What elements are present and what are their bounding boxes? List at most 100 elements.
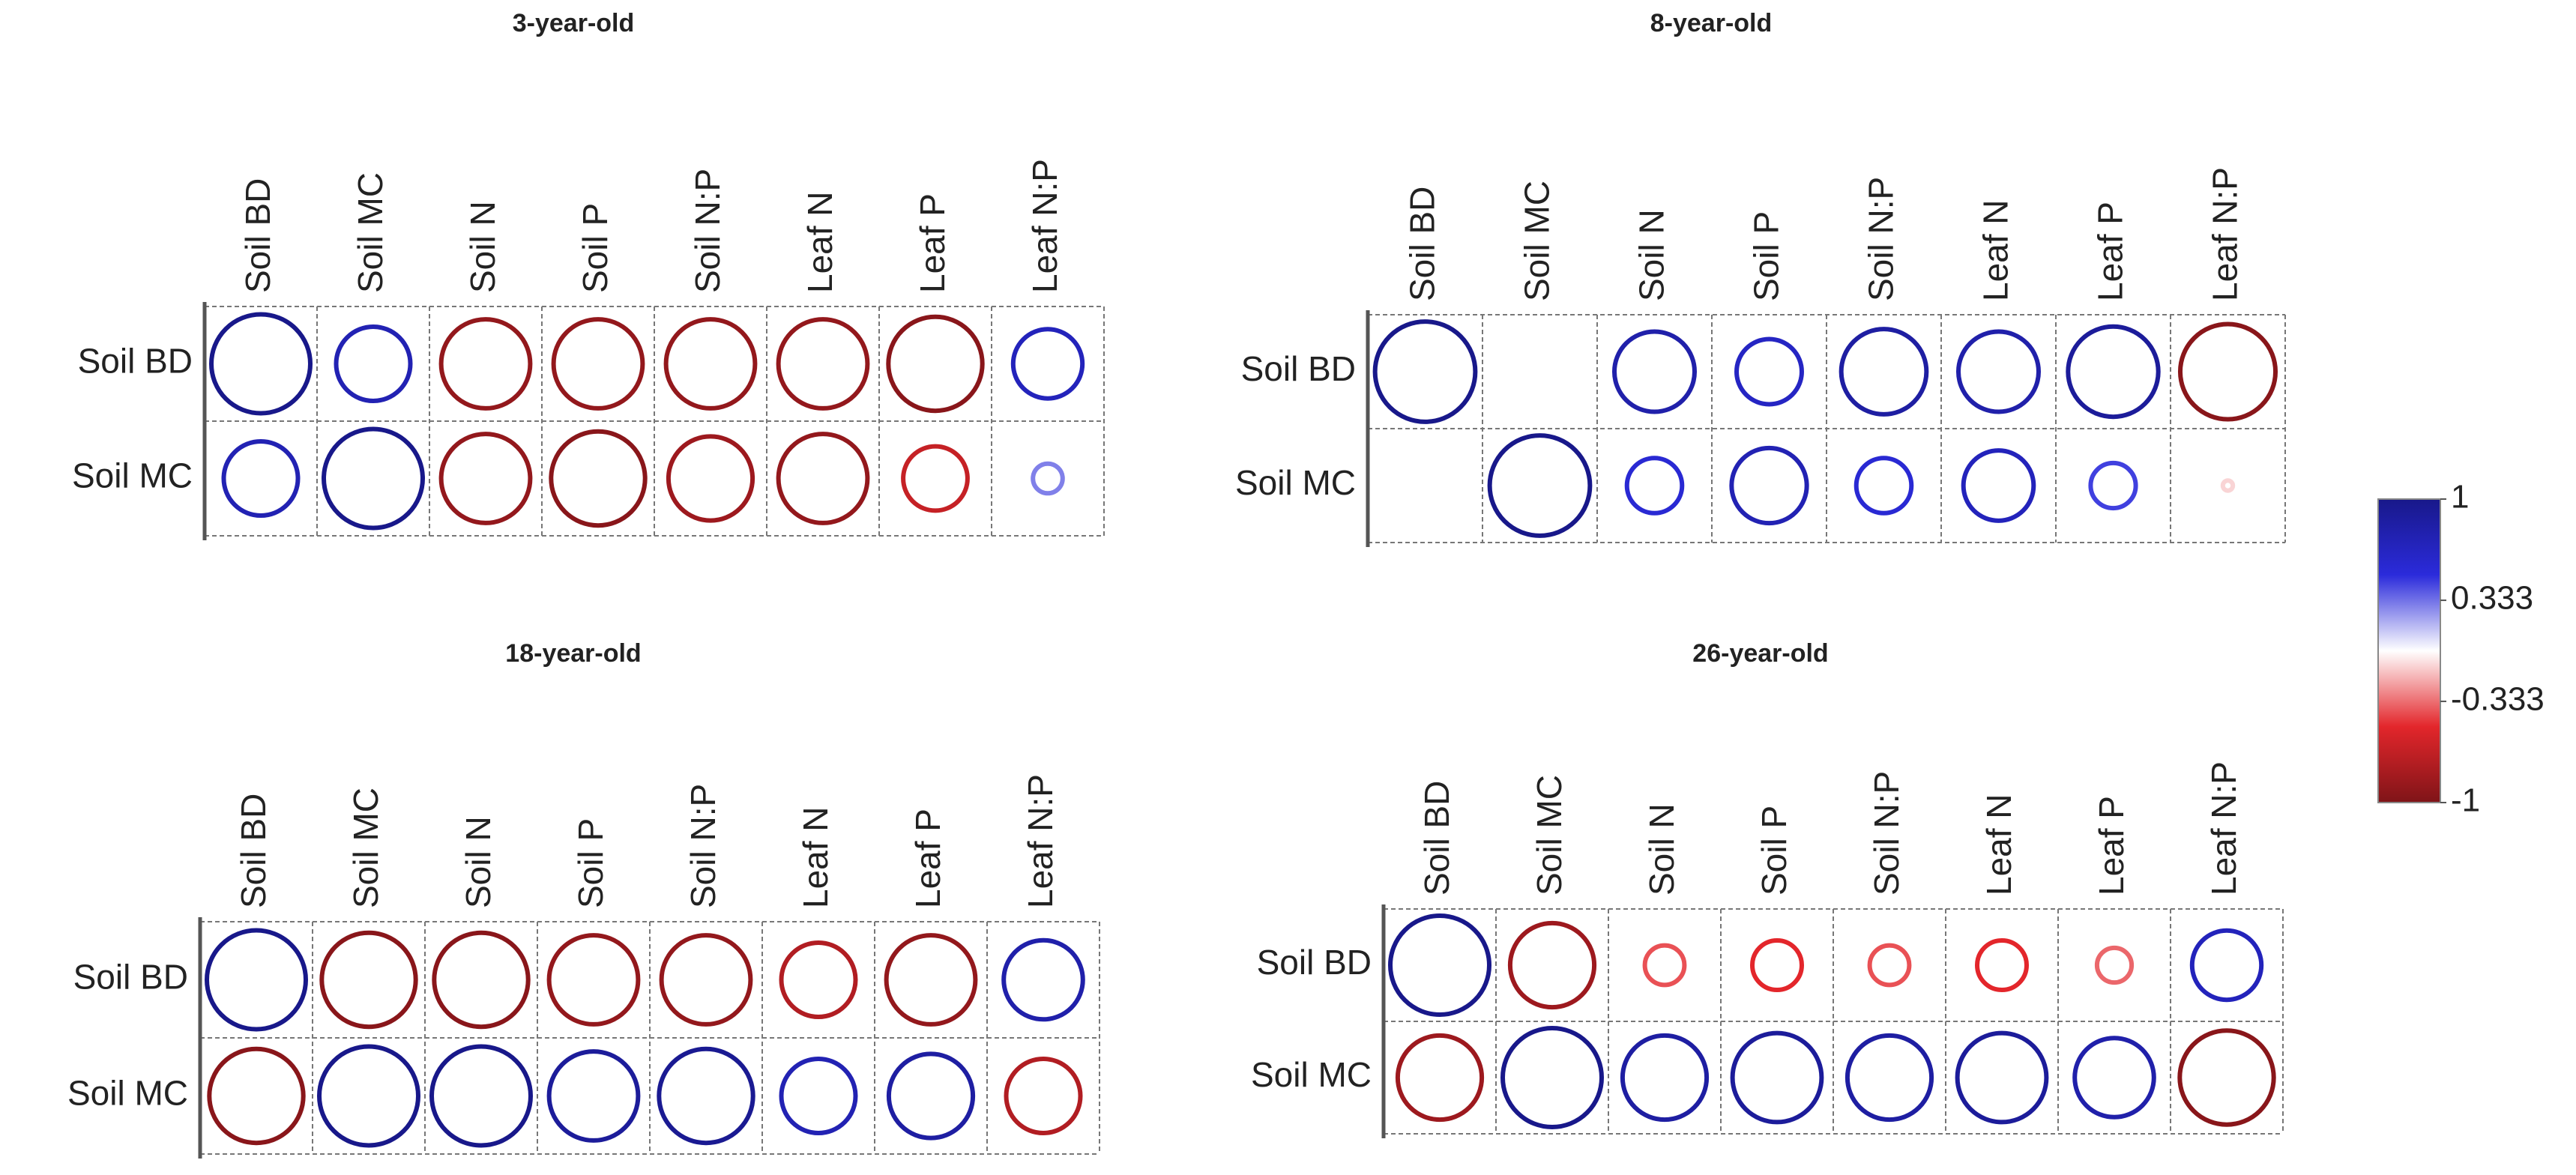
corr-circle: [776, 317, 870, 411]
corr-circle: [2088, 460, 2138, 511]
corr-circle: [1004, 1057, 1083, 1135]
corr-circle: [317, 1044, 420, 1148]
corr-circle: [1975, 938, 2029, 992]
corr-circle: [2072, 1036, 2156, 1120]
corr-circle: [1853, 456, 1914, 516]
panel-title: 18-year-old: [505, 639, 641, 668]
corr-circle: [1500, 1026, 1604, 1129]
corr-circle: [221, 439, 301, 518]
column-label: Soil P: [1747, 211, 1786, 301]
column-label: Soil P: [571, 818, 610, 908]
panel-title: 26-year-old: [1692, 639, 1828, 668]
row-label: Soil MC: [1251, 1055, 1372, 1094]
column-label: Leaf N: [1979, 794, 2018, 895]
corr-circle: [901, 444, 970, 513]
corr-circle: [1642, 943, 1687, 988]
corr-circle: [546, 1049, 641, 1143]
corr-circle: [884, 933, 978, 1027]
corr-circle: [1734, 336, 1804, 407]
column-label: Leaf N: [1976, 199, 2015, 301]
corr-circle: [1031, 461, 1065, 496]
corr-circle: [2177, 1028, 2276, 1127]
corr-circle: [1955, 1030, 2049, 1125]
corr-circle: [546, 933, 641, 1027]
corr-circle: [886, 314, 985, 414]
column-label: Soil MC: [1518, 181, 1557, 301]
corr-circle: [1001, 937, 1085, 1022]
corr-circle: [1730, 1030, 1824, 1125]
corr-circle: [2066, 324, 2161, 420]
corr-circle: [549, 429, 648, 528]
corr-circle: [1010, 327, 1085, 401]
column-label: Leaf N:P: [2204, 761, 2243, 895]
corr-circle: [886, 1051, 976, 1141]
column-label: Soil N:P: [684, 784, 723, 908]
column-label: Leaf N:P: [1025, 159, 1064, 293]
corr-circle: [207, 1046, 306, 1146]
corr-circle: [1611, 329, 1698, 414]
column-label: Leaf N:P: [1021, 774, 1060, 908]
corr-circle: [1620, 1033, 1710, 1123]
corr-circle: [1624, 456, 1685, 516]
corr-circle: [2220, 478, 2236, 493]
corr-circle: [1388, 913, 1491, 1017]
corr-circle: [1961, 448, 2036, 523]
column-label: Soil BD: [1417, 781, 1456, 895]
row-label: Soil BD: [78, 342, 193, 381]
column-label: Soil N:P: [1867, 771, 1906, 895]
corr-circle: [2189, 928, 2264, 1003]
column-label: Leaf N: [800, 191, 839, 293]
column-label: Soil BD: [238, 178, 277, 293]
column-label: Soil MC: [1530, 775, 1569, 895]
corr-circle: [319, 930, 418, 1030]
corr-circle: [322, 426, 425, 531]
column-label: Leaf N: [796, 806, 835, 908]
column-label: Soil MC: [346, 788, 385, 908]
corr-circle: [429, 1044, 533, 1148]
colorbar-tick-label: -0.333: [2451, 681, 2545, 718]
column-label: Leaf P: [913, 193, 952, 293]
row-label: Soil MC: [67, 1074, 188, 1113]
corr-circle: [1487, 433, 1593, 538]
corr-circle: [2094, 945, 2135, 985]
corr-circle: [776, 432, 870, 525]
colorbar-tick-label: 1: [2451, 479, 2469, 516]
row-label: Soil BD: [73, 958, 188, 997]
corr-circle: [438, 432, 533, 525]
corr-circle: [663, 317, 758, 411]
corr-circle: [1844, 1033, 1934, 1123]
corr-circle: [438, 317, 533, 411]
corr-circle: [2177, 321, 2278, 422]
row-label: Soil BD: [1241, 349, 1356, 388]
column-label: Leaf P: [2091, 202, 2130, 301]
panel-title: 8-year-old: [1650, 9, 1773, 37]
corr-circle: [551, 317, 645, 411]
column-label: Soil MC: [351, 172, 390, 293]
corr-circle: [659, 933, 753, 1027]
row-label: Soil MC: [1235, 463, 1356, 502]
corr-circle: [1867, 943, 1912, 988]
corr-circle: [779, 1057, 858, 1135]
corr-circle: [1750, 938, 1804, 992]
corr-circle: [657, 1046, 755, 1146]
column-label: Soil BD: [234, 794, 273, 908]
column-label: Soil N:P: [1862, 177, 1901, 301]
panel-title: 3-year-old: [513, 9, 635, 37]
colorbar-tick-label: 0.333: [2451, 580, 2533, 617]
colorbar-tick-label: -1: [2451, 782, 2480, 819]
corr-circle: [209, 312, 313, 416]
column-label: Soil N: [463, 201, 502, 293]
column-label: Leaf P: [908, 809, 947, 908]
corr-circle: [1372, 319, 1478, 424]
column-label: Soil N:P: [688, 169, 727, 293]
column-label: Soil BD: [1403, 187, 1442, 301]
corr-circle: [1955, 329, 2042, 414]
corr-circle: [334, 324, 413, 403]
corr-circle: [432, 930, 531, 1030]
corr-circle: [1729, 445, 1809, 526]
corr-circle: [1395, 1033, 1485, 1123]
corr-panel: 26-year-old Soil BD Soil MC Soil N Soil P Soi…: [1251, 639, 2284, 1138]
corr-circle: [779, 940, 858, 1019]
corr-panel: 3-year-old Soil BD Soil MC Soil N Soil P Soil…: [72, 9, 1105, 540]
